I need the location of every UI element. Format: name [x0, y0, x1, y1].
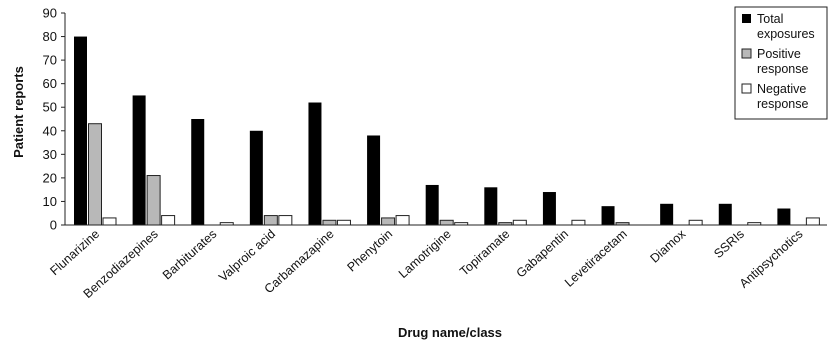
legend: Total exposures Positive response Negative re…	[734, 6, 828, 120]
bar-total-exposures	[308, 102, 322, 225]
bar-positive-response	[146, 175, 161, 226]
y-axis-title: Patient reports	[11, 66, 26, 158]
x-tick-label: Topiramate	[457, 227, 512, 279]
bar-positive-response	[88, 123, 102, 226]
y-tick-label: 70	[43, 53, 57, 68]
legend-swatch	[741, 83, 752, 94]
bar-negative-response	[161, 215, 176, 226]
bar-negative-response	[395, 215, 410, 226]
legend-label: Positive response	[757, 47, 808, 76]
bar-negative-response	[512, 219, 527, 226]
y-tick-label: 60	[43, 76, 57, 91]
bar-total-exposures	[777, 208, 791, 225]
x-tick-label: Levetiracetam	[562, 227, 630, 290]
y-tick-label: 20	[43, 170, 57, 185]
x-tick-label: Phenytoin	[345, 227, 396, 275]
y-tick-label: 50	[43, 100, 57, 115]
bar-total-exposures	[249, 130, 263, 225]
x-tick-label: Gabapentin	[514, 227, 571, 281]
x-tick-label: Lamotrigine	[396, 227, 454, 281]
bar-positive-response	[322, 219, 337, 226]
y-axis-ticks: 0 10 20 30 40 50 60 70 80 90	[43, 6, 65, 233]
y-tick-label: 10	[43, 194, 57, 209]
y-tick-label: 40	[43, 123, 57, 138]
x-tick-label: Barbiturates	[160, 227, 219, 283]
y-tick-label: 0	[50, 218, 57, 233]
x-tick-label: SSRIs	[711, 227, 747, 261]
bar-total-exposures	[660, 203, 674, 225]
y-tick-label: 80	[43, 29, 57, 44]
x-tick-label: Diamox	[647, 226, 688, 265]
bars	[74, 36, 820, 226]
bar-negative-response	[278, 215, 293, 226]
y-tick-label: 30	[43, 147, 57, 162]
bar-total-exposures	[191, 119, 205, 225]
bar-positive-response	[263, 215, 278, 226]
legend-box	[734, 6, 828, 120]
bar-negative-response	[805, 217, 820, 226]
legend-label: Negative response	[757, 82, 808, 111]
bar-total-exposures	[74, 36, 87, 225]
bar-total-exposures	[542, 192, 556, 225]
bar-total-exposures	[132, 95, 146, 225]
legend-label: Total exposures	[757, 12, 815, 41]
legend-swatch	[742, 14, 751, 23]
bar-negative-response	[571, 219, 586, 226]
x-tick-label: Valproic acid	[216, 227, 278, 285]
bar-total-exposures	[367, 135, 381, 225]
bar-negative-response	[336, 219, 351, 226]
bar-positive-response	[439, 219, 454, 226]
bar-total-exposures	[718, 203, 732, 225]
legend-swatch	[741, 48, 752, 59]
x-tick-label: Antipsychotics	[737, 227, 806, 291]
x-tick-label: Flunarizine	[47, 227, 102, 278]
y-tick-label: 90	[43, 6, 57, 21]
bar-positive-response	[381, 217, 396, 226]
bar-negative-response	[688, 219, 703, 226]
bar-negative-response	[102, 217, 117, 226]
bar-total-exposures	[425, 184, 439, 225]
x-axis-title: Drug name/class	[398, 325, 502, 340]
bar-total-exposures	[484, 187, 498, 225]
bar-total-exposures	[601, 206, 615, 225]
